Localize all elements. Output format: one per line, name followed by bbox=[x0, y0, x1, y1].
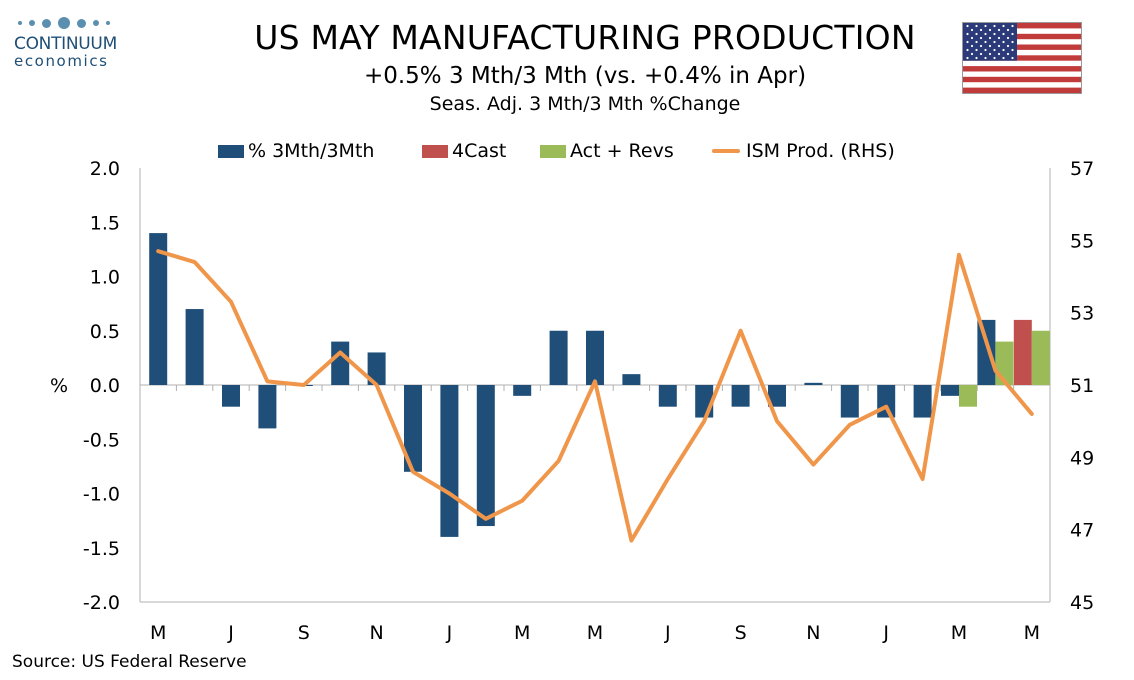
bar-act-revs bbox=[1031, 330, 1050, 385]
chart-subtitle: +0.5% 3 Mth/3 Mth (vs. +0.4% in Apr) bbox=[363, 63, 807, 89]
legend-label-forecast: 4Cast bbox=[452, 140, 507, 162]
y-tick-label: 1.0 bbox=[90, 267, 120, 289]
bar-3mth bbox=[913, 385, 932, 418]
bar-3mth bbox=[367, 352, 386, 385]
bar-3mth bbox=[258, 385, 277, 429]
logo-dots-icon bbox=[14, 14, 134, 32]
y2-tick-label: 45 bbox=[1070, 592, 1094, 614]
x-tick-label: M bbox=[514, 622, 530, 644]
x-tick-label: N bbox=[369, 622, 383, 644]
legend-item-bars: % 3Mth/3Mth bbox=[218, 140, 374, 162]
y-tick-label: 0.0 bbox=[90, 375, 120, 397]
bar-3mth bbox=[622, 374, 641, 385]
y2-tick-label: 55 bbox=[1070, 230, 1094, 252]
x-tick-label: J bbox=[446, 622, 453, 644]
bar-3mth bbox=[768, 385, 786, 407]
bar-3mth bbox=[185, 309, 204, 385]
y-tick-label: 0.5 bbox=[90, 321, 120, 343]
bar-4cast bbox=[1013, 319, 1032, 385]
bar-3mth bbox=[586, 330, 604, 385]
legend-item-forecast: 4Cast bbox=[422, 140, 506, 162]
x-tick-label: M bbox=[951, 622, 967, 644]
bar-3mth bbox=[977, 319, 996, 385]
logo-sub: economics bbox=[14, 52, 109, 70]
source-note: Source: US Federal Reserve bbox=[12, 652, 247, 672]
bar-3mth bbox=[149, 233, 168, 385]
y-axis-label: % bbox=[50, 375, 68, 397]
x-tick-label: M bbox=[1024, 622, 1040, 644]
x-tick-label: J bbox=[882, 622, 889, 644]
legend-swatch-bars bbox=[218, 144, 244, 158]
y-tick-label: -0.5 bbox=[83, 429, 120, 451]
bar-3mth bbox=[222, 385, 240, 407]
bar-3mth bbox=[658, 385, 677, 407]
bar-3mth bbox=[549, 330, 568, 385]
chart-title: US MAY MANUFACTURING PRODUCTION bbox=[254, 18, 916, 57]
x-tick-label: S bbox=[735, 622, 747, 644]
bar-3mth bbox=[731, 385, 750, 407]
legend-label-bars: % 3Mth/3Mth bbox=[248, 140, 375, 162]
y2-tick-label: 49 bbox=[1070, 447, 1094, 469]
bar-3mth bbox=[331, 341, 350, 385]
x-tick-label: N bbox=[806, 622, 820, 644]
legend-item-ism: ISM Prod. (RHS) bbox=[712, 140, 895, 162]
legend-item-actual: Act + Revs bbox=[540, 140, 674, 162]
bar-3mth bbox=[513, 385, 532, 396]
y2-tick-label: 57 bbox=[1070, 158, 1094, 180]
logo-name: CONTINUUM bbox=[14, 34, 117, 54]
chart-legend: % 3Mth/3Mth 4Cast Act + Revs ISM Prod. (… bbox=[0, 138, 1134, 166]
bar-3mth bbox=[440, 385, 459, 537]
bar-3mth bbox=[804, 382, 823, 385]
bar-3mth bbox=[941, 385, 959, 396]
y-tick-label: 1.5 bbox=[90, 212, 120, 234]
y-tick-label: -1.5 bbox=[83, 538, 120, 560]
y-tick-label: -1.0 bbox=[83, 484, 120, 506]
x-tick-label: J bbox=[227, 622, 234, 644]
x-tick-label: M bbox=[587, 622, 603, 644]
y2-tick-label: 47 bbox=[1070, 520, 1094, 542]
y2-tick-label: 53 bbox=[1070, 303, 1094, 325]
legend-swatch-ism bbox=[712, 149, 740, 153]
bar-3mth bbox=[877, 385, 896, 418]
legend-swatch-actual bbox=[540, 144, 566, 158]
bar-act-revs bbox=[959, 385, 977, 407]
bar-3mth bbox=[840, 385, 859, 418]
y-tick-label: 2.0 bbox=[90, 158, 120, 180]
legend-label-actual: Act + Revs bbox=[570, 140, 674, 162]
bar-3mth bbox=[476, 385, 495, 527]
x-tick-label: J bbox=[664, 622, 671, 644]
x-tick-label: S bbox=[298, 622, 310, 644]
y2-tick-label: 51 bbox=[1070, 375, 1094, 397]
continuum-logo: CONTINUUM economics bbox=[14, 14, 134, 78]
legend-swatch-forecast bbox=[422, 144, 448, 158]
legend-label-ism: ISM Prod. (RHS) bbox=[746, 140, 895, 162]
ism-line bbox=[156, 249, 1034, 543]
us-flag-icon bbox=[962, 22, 1082, 94]
x-tick-label: M bbox=[150, 622, 166, 644]
y-tick-label: -2.0 bbox=[83, 592, 120, 614]
chart-subtitle-2: Seas. Adj. 3 Mth/3 Mth %Change bbox=[429, 93, 741, 115]
bar-3mth bbox=[404, 385, 422, 472]
